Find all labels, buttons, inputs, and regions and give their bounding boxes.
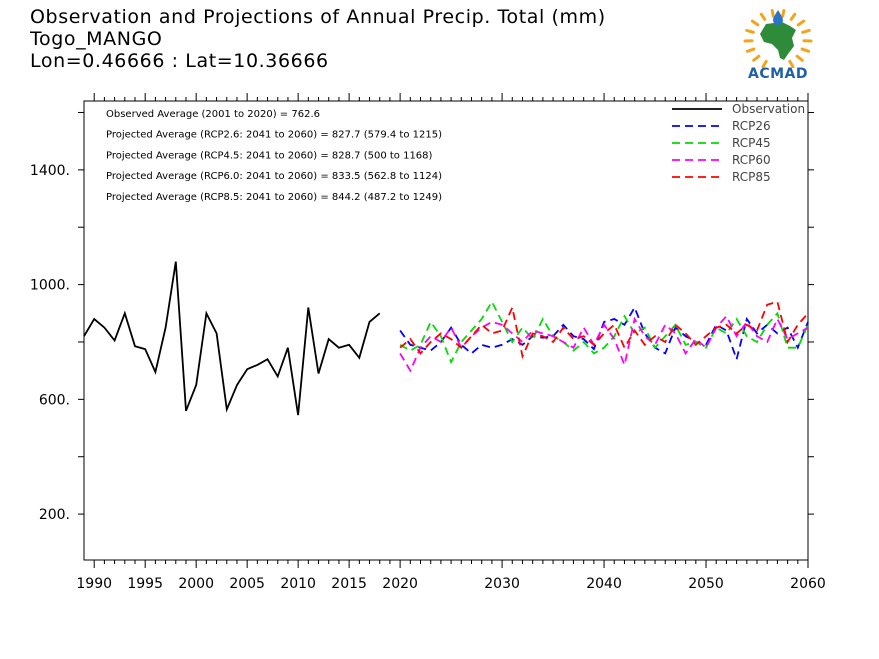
africa-sun-icon — [743, 8, 813, 69]
y-axis: 200. 600. 1000. 1400. — [30, 111, 814, 523]
legend: Observation RCP26 RCP45 RCP60 RCP85 — [672, 102, 805, 184]
x-tick-label: 2030 — [484, 576, 520, 592]
sun-ray — [781, 8, 786, 18]
x-tick-label: 2005 — [229, 576, 265, 592]
x-tick-label: 2020 — [382, 576, 418, 592]
sun-ray — [796, 19, 806, 27]
y-tick-label: 600. — [39, 392, 70, 408]
legend-label: RCP26 — [732, 119, 771, 133]
series-line-rcp45 — [399, 299, 809, 365]
y-tick-label: 200. — [39, 507, 70, 523]
legend-label: RCP60 — [732, 153, 771, 167]
legend-label: Observation — [732, 102, 805, 116]
sun-ray — [750, 19, 760, 27]
x-tick-label: 2000 — [178, 576, 214, 592]
sun-ray — [801, 28, 811, 34]
x-tick-label: 2010 — [280, 576, 316, 592]
x-tick-label: 2015 — [331, 576, 367, 592]
sun-ray — [761, 59, 768, 69]
acmad-logo: ACMAD — [738, 8, 818, 84]
annotation-line: Projected Average (RCP8.5: 2041 to 2060)… — [106, 192, 442, 203]
location-name: Togo_MANGO — [30, 28, 163, 50]
africa-shape — [760, 22, 796, 60]
plot-frame — [83, 100, 809, 561]
sun-ray — [745, 47, 756, 53]
x-axis: 1990 1995 2000 2005 2010 2015 2020 2030 2040 2050… — [76, 93, 826, 592]
logo-text: ACMAD — [748, 66, 808, 82]
sun-ray — [745, 28, 755, 34]
x-tick-label: 1990 — [76, 576, 112, 592]
series-line-observation — [83, 261, 381, 416]
chart-title: Observation and Projections of Annual Pr… — [30, 6, 606, 28]
annotation-line: Projected Average (RCP6.0: 2041 to 2060)… — [106, 171, 442, 182]
series-line-rcp26 — [399, 305, 809, 363]
annotation-layer: Observed Average (2001 to 2020) = 762.6 P… — [106, 109, 442, 203]
annotation-line: Projected Average (RCP4.5: 2041 to 2060)… — [106, 150, 433, 161]
legend-label: RCP85 — [732, 170, 771, 184]
sun-ray — [770, 8, 775, 18]
sun-ray — [800, 47, 811, 53]
series-layer — [83, 261, 809, 416]
annotation-line: Observed Average (2001 to 2020) = 762.6 — [106, 109, 320, 120]
coordinates: Lon=0.46666 : Lat=10.36666 — [30, 50, 329, 72]
y-tick-label: 1000. — [30, 278, 70, 294]
sun-ray — [789, 12, 797, 21]
x-tick-label: 2040 — [586, 576, 622, 592]
sun-ray — [752, 54, 761, 62]
title-block: Observation and Projections of Annual Pr… — [30, 6, 606, 72]
x-tick-label: 2050 — [688, 576, 724, 592]
series-line-rcp85 — [399, 300, 809, 360]
water-drop-icon — [773, 10, 783, 25]
sun-ray — [759, 12, 767, 21]
y-tick-label: 1400. — [30, 163, 70, 179]
legend-label: RCP45 — [732, 136, 771, 150]
x-tick-label: 1995 — [127, 576, 163, 592]
annotation-line: Projected Average (RCP2.6: 2041 to 2060)… — [106, 130, 442, 141]
sun-ray — [788, 59, 795, 69]
x-tick-label: 2060 — [790, 576, 826, 592]
sun-ray — [795, 54, 804, 62]
